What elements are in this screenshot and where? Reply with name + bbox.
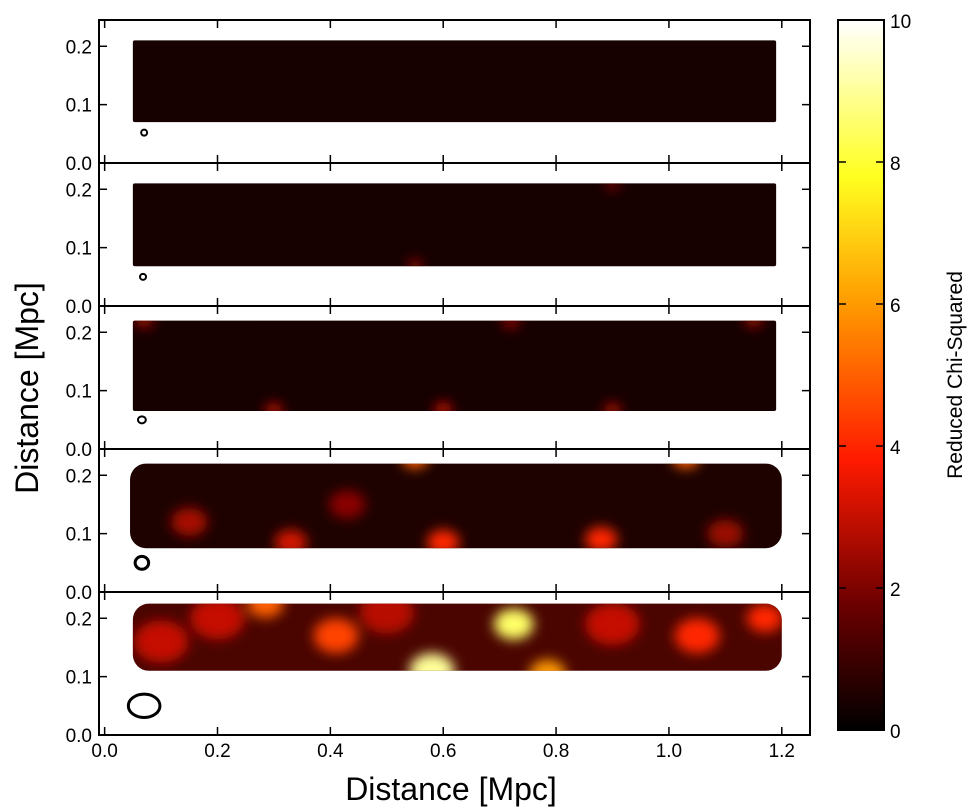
hotspots-group [135, 320, 763, 412]
x-axis-label: Distance [Mpc] [345, 771, 557, 807]
colorbar [837, 19, 885, 731]
chi-squared-map-band [132, 320, 777, 412]
colorbar-ticks-group: 0 2 4 6 8 10 [838, 12, 911, 743]
panel-3 [98, 305, 811, 450]
hotspot [605, 183, 620, 191]
y-tick-label: 0.1 [66, 239, 92, 260]
y-tick-label: 0.1 [66, 382, 92, 403]
hotspot [359, 603, 414, 634]
hotspot [171, 507, 208, 536]
hotspot [247, 603, 284, 618]
colorbar-label: Reduced Chi-Squared [944, 271, 967, 479]
panel-frame [98, 591, 811, 736]
axes-ticks-group: 0.00.10.20.00.10.20.00.10.20.00.10.20.00… [66, 37, 795, 762]
x-tick-label: 0.4 [317, 741, 344, 762]
y-tick-label: 0.0 [66, 154, 92, 175]
chi-squared-map-band [132, 183, 777, 267]
colorbar-tick-label: 0 [890, 722, 901, 743]
colorbar-tick-label: 8 [890, 154, 901, 175]
y-tick-label: 0.2 [66, 37, 92, 58]
hotspot [585, 603, 640, 646]
hotspot [329, 490, 366, 519]
chi-squared-map-band [130, 463, 782, 549]
beam-ellipse [136, 415, 147, 425]
chi-squared-map-band [132, 40, 777, 123]
hotspot [674, 618, 720, 654]
y-tick-label: 0.2 [66, 609, 92, 630]
y-tick-label: 0.0 [66, 440, 92, 461]
hotspot [434, 402, 453, 412]
hotspot [603, 402, 622, 412]
y-tick-label: 0.0 [66, 583, 92, 604]
y-tick-label: 0.2 [66, 180, 92, 201]
hotspot [190, 603, 245, 640]
y-tick-label: 0.0 [66, 726, 92, 747]
hotspots-group [407, 183, 620, 267]
hotspot [501, 320, 520, 329]
hotspot [426, 529, 460, 549]
hotspots-group [171, 463, 744, 549]
y-tick-label: 0.0 [66, 297, 92, 318]
hotspots-group [133, 603, 782, 671]
colorbar-tick-label: 6 [890, 296, 901, 317]
hotspot [313, 618, 359, 654]
x-tick-label: 1.0 [656, 741, 682, 762]
hotspot [274, 529, 308, 549]
hotspot [264, 402, 283, 412]
x-tick-label: 0.2 [204, 741, 230, 762]
y-axis-label: Distance [Mpc] [9, 282, 45, 494]
panel-4 [98, 448, 811, 593]
hotspot [529, 659, 566, 671]
x-tick-label: 0.0 [91, 741, 117, 762]
y-tick-label: 0.2 [66, 323, 92, 344]
hotspot [746, 604, 782, 633]
beam-ellipse [126, 692, 162, 719]
hotspot [707, 519, 744, 548]
panel-1 [98, 19, 811, 164]
beam-ellipse [133, 554, 151, 571]
panel-2 [98, 162, 811, 307]
x-tick-label: 1.2 [769, 741, 795, 762]
hotspot [133, 620, 189, 663]
hotspot [135, 320, 154, 328]
panel-5 [98, 591, 811, 736]
y-tick-label: 0.1 [66, 525, 92, 546]
hotspot [409, 653, 455, 671]
hotspot [493, 608, 534, 640]
y-tick-label: 0.1 [66, 668, 92, 689]
beam-ellipse [139, 272, 148, 281]
colorbar-tick-label: 10 [890, 12, 911, 33]
colorbar-tick-label: 4 [890, 438, 901, 459]
x-tick-label: 0.6 [430, 741, 456, 762]
x-tick-label: 0.8 [543, 741, 569, 762]
hotspot [584, 526, 618, 549]
y-tick-label: 0.2 [66, 466, 92, 487]
hotspot [744, 320, 763, 328]
hotspot [407, 259, 423, 267]
panels-group [98, 19, 811, 736]
beam-ellipse [140, 128, 149, 137]
y-tick-label: 0.1 [66, 96, 92, 117]
colorbar-tick-label: 2 [890, 580, 901, 601]
